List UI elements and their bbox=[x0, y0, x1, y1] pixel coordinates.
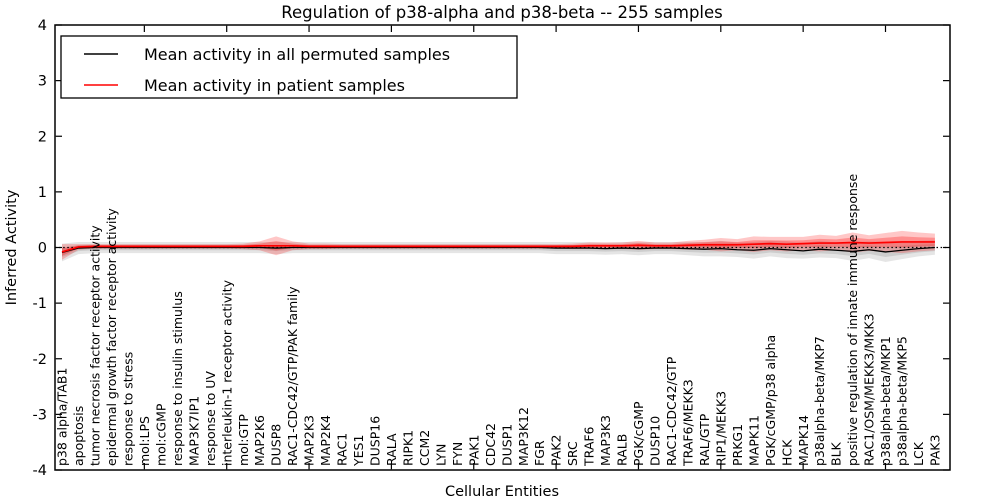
y-tick-label: 2 bbox=[38, 129, 47, 145]
x-tick-label: RAC1-CDC42/GTP/PAK family bbox=[285, 286, 300, 466]
x-tick-label: DUSP1 bbox=[499, 424, 514, 466]
patient-mean-line bbox=[61, 241, 935, 253]
x-tick-label: apoptosis bbox=[71, 406, 86, 466]
x-tick-label: MAP2K6 bbox=[252, 415, 267, 466]
x-tick-label: response to stress bbox=[120, 352, 135, 466]
legend-label-permuted: Mean activity in all permuted samples bbox=[144, 45, 450, 64]
x-tick-label: RIP1/MEKK3 bbox=[713, 391, 728, 466]
x-tick-label: RAC1/OSM/MEKK3/MKK3 bbox=[862, 313, 877, 466]
y-tick-label: -1 bbox=[33, 296, 47, 312]
x-tick-label: RAC1-CDC42/GTP bbox=[664, 356, 679, 466]
x-tick-label: p38alpha-beta/MKP1 bbox=[878, 336, 893, 466]
x-tick-label: interleukin-1 receptor activity bbox=[219, 279, 234, 466]
x-tick-label: TRAF6/MEKK3 bbox=[680, 379, 695, 467]
x-tick-label: FYN bbox=[450, 442, 465, 466]
y-tick-label: -3 bbox=[33, 407, 47, 423]
x-tick-label: PGK/cGMP/p38 alpha bbox=[763, 335, 778, 466]
x-tick-label: HCK bbox=[779, 439, 794, 466]
x-tick-label: MAP2K3 bbox=[302, 415, 317, 466]
x-tick-label: response to insulin stimulus bbox=[170, 291, 185, 466]
y-tick-label: 1 bbox=[38, 185, 47, 201]
x-tick-label: MAP3K12 bbox=[516, 407, 531, 466]
x-tick-label: mol:LPS bbox=[137, 416, 152, 466]
x-tick-label: DUSP16 bbox=[368, 416, 383, 466]
x-tick-label: LYN bbox=[433, 444, 448, 466]
chart-title: Regulation of p38-alpha and p38-beta -- … bbox=[281, 3, 723, 22]
mean-activity-lines bbox=[61, 241, 935, 254]
y-tick-label: -2 bbox=[33, 352, 47, 368]
y-tick-label: 3 bbox=[38, 74, 47, 90]
legend: Mean activity in all permuted samples Me… bbox=[60, 35, 518, 99]
x-tick-label: CDC42 bbox=[483, 423, 498, 466]
y-tick-label: 0 bbox=[38, 241, 47, 257]
x-tick-label: MAP3K7IP1 bbox=[186, 396, 201, 466]
x-tick-label: DUSP10 bbox=[648, 416, 663, 466]
legend-box bbox=[60, 35, 518, 99]
x-tick-label: MAP3K3 bbox=[598, 415, 613, 466]
legend-label-patient: Mean activity in patient samples bbox=[144, 76, 405, 95]
x-tick-label: CCM2 bbox=[417, 430, 432, 466]
x-tick-label: RALA bbox=[384, 433, 399, 466]
x-tick-label: MAPK14 bbox=[796, 415, 811, 466]
x-tick-label: YES1 bbox=[351, 435, 366, 467]
x-tick-label: PAK1 bbox=[466, 435, 481, 466]
x-tick-label: PRKG1 bbox=[730, 424, 745, 466]
x-tick-label: RAC1 bbox=[335, 433, 350, 466]
y-axis-label: Inferred Activity bbox=[4, 189, 20, 305]
x-tick-label: mol:GTP bbox=[236, 414, 251, 466]
x-axis-label: Cellular Entities bbox=[445, 484, 559, 500]
x-tick-label: p38 alpha/TAB1 bbox=[55, 368, 70, 466]
x-tick-label: MAPK11 bbox=[746, 415, 761, 466]
x-tick-label: PAK3 bbox=[928, 435, 943, 466]
x-tick-label: tumor necrosis factor receptor activity bbox=[88, 225, 103, 466]
x-tick-label: MAP2K4 bbox=[318, 415, 333, 466]
x-tick-label: mol:cGMP bbox=[153, 403, 168, 466]
x-tick-label: DUSP8 bbox=[269, 424, 284, 466]
y-tick-labels: -4 -3 -2 -1 0 1 2 3 4 bbox=[33, 18, 47, 479]
x-tick-label: RALB bbox=[615, 434, 630, 466]
x-tick-label: BLK bbox=[829, 441, 844, 466]
x-tick-label: PAK2 bbox=[549, 435, 564, 466]
y-tick-label: 4 bbox=[38, 18, 47, 34]
x-tick-label: positive regulation of innate immune res… bbox=[845, 174, 860, 466]
x-tick-label: LCK bbox=[911, 441, 926, 466]
x-tick-label: PGK/cGMP bbox=[631, 401, 646, 466]
patient-band-outer bbox=[62, 230, 935, 260]
x-tick-label: p38alpha-beta/MKP7 bbox=[812, 336, 827, 466]
x-tick-label: SRC bbox=[565, 441, 580, 466]
x-tick-label: FGR bbox=[532, 440, 547, 466]
permuted-mean-line bbox=[61, 246, 935, 254]
permuted-band-inner bbox=[62, 243, 935, 257]
x-tick-label: RAL/GTP bbox=[697, 413, 712, 466]
x-tick-label: epidermal growth factor receptor activit… bbox=[104, 208, 119, 466]
x-tick-labels: p38 alpha/TAB1 apoptosis tumor necrosis fa… bbox=[55, 174, 943, 467]
x-tick-label: TRAF6 bbox=[582, 426, 597, 467]
x-tick-label: RIPK1 bbox=[400, 430, 415, 466]
x-tick-label: response to UV bbox=[203, 371, 218, 466]
x-tick-label: p38alpha-beta/MKP5 bbox=[895, 336, 910, 466]
y-tick-label: -4 bbox=[33, 463, 47, 479]
